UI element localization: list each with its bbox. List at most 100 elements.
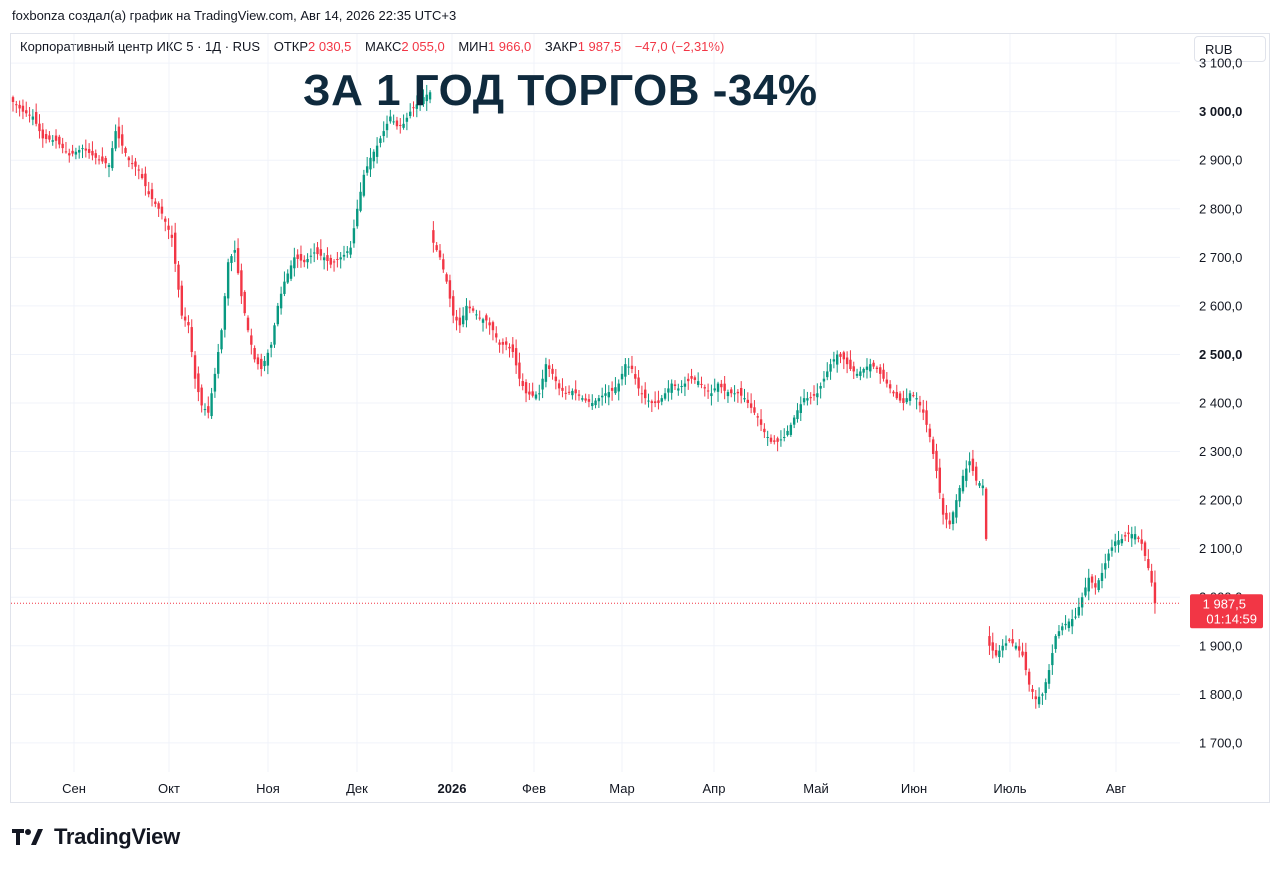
candle-body: [554, 376, 558, 382]
candle-body: [730, 389, 733, 394]
candle-body: [187, 322, 190, 326]
x-tick-label: 2026: [438, 781, 467, 796]
candle-body: [759, 419, 763, 425]
candle-body: [528, 391, 531, 395]
y-tick-label: 2 700,0: [1199, 250, 1242, 265]
candle-body: [379, 138, 382, 143]
candle-body: [852, 366, 855, 372]
candle-body: [303, 259, 306, 263]
candle-body: [948, 520, 951, 525]
candle-body: [1074, 616, 1077, 618]
candle-body: [829, 364, 832, 372]
candle-body: [567, 391, 571, 393]
candle-body: [273, 325, 276, 345]
y-tick-label: 2 100,0: [1199, 541, 1242, 556]
candle-body: [637, 377, 640, 389]
candle-body: [365, 166, 369, 173]
candle-body: [150, 189, 154, 200]
candle-body: [557, 383, 561, 389]
candle-body: [213, 373, 217, 392]
candle-body: [872, 362, 875, 367]
candle-body: [405, 117, 409, 122]
candle-body: [610, 387, 614, 391]
candle-body: [1067, 621, 1071, 629]
instrument-title[interactable]: Корпоративный центр ИКС 5 · 1Д · RUS: [20, 39, 261, 54]
candle-body: [1153, 582, 1157, 604]
candle-body: [706, 390, 710, 392]
candle-body: [653, 401, 657, 403]
candle-body: [816, 393, 819, 398]
candle-body: [468, 306, 471, 309]
candle-body: [61, 143, 64, 149]
candle-body: [514, 348, 518, 366]
high-label: МАКС: [365, 39, 402, 54]
candle-body: [650, 401, 654, 403]
candle-body: [783, 436, 786, 438]
candle-body: [1011, 639, 1014, 644]
y-tick-label: 2 900,0: [1199, 153, 1242, 168]
candle-body: [693, 377, 697, 380]
x-tick-label: Апр: [703, 781, 726, 796]
candle-body: [498, 342, 501, 345]
candle-body: [21, 105, 25, 112]
candle-body: [1041, 694, 1044, 696]
last-price-badge-box: [1190, 594, 1263, 629]
candle-body: [879, 367, 882, 374]
price-axis[interactable]: 3 100,0 3 000,0 2 900,0 2 800,0 2 700,0 2 600…: [1199, 56, 1242, 751]
currency-button[interactable]: RUB: [1194, 36, 1266, 62]
candle-body: [1137, 537, 1140, 539]
candle-body: [164, 218, 167, 222]
candle-body: [286, 273, 289, 283]
candle-body: [97, 159, 101, 161]
candle-body: [372, 151, 375, 162]
candle-body: [491, 322, 495, 331]
candle-body: [1021, 651, 1024, 656]
candle-body: [157, 203, 160, 209]
candle-body: [313, 252, 316, 254]
candle-body: [710, 393, 713, 397]
candle-body: [809, 397, 812, 399]
candle-body: [1114, 541, 1117, 546]
close-label: ЗАКР: [544, 39, 578, 54]
candle-body: [564, 392, 567, 394]
candle-body: [31, 116, 35, 120]
candle-body: [845, 357, 849, 365]
candle-body: [147, 191, 150, 195]
candle-body: [1047, 670, 1051, 684]
candle-body: [326, 255, 329, 261]
candle-body: [551, 368, 554, 374]
candle-body: [107, 165, 111, 167]
x-tick-label: Мар: [609, 781, 634, 796]
candle-body: [392, 121, 395, 123]
candle-body: [951, 512, 955, 524]
candle-body: [402, 123, 405, 128]
candle-body: [627, 366, 630, 368]
candle-body: [647, 400, 650, 402]
candle-body: [981, 485, 985, 489]
candle-body: [746, 399, 750, 403]
candle-body: [134, 161, 137, 167]
candle-body: [749, 403, 753, 408]
brand[interactable]: TradingView: [12, 824, 180, 850]
candle-body: [289, 265, 293, 279]
candle-body: [534, 394, 538, 399]
candle-body: [71, 150, 74, 154]
candle-body: [299, 254, 303, 261]
candle-body: [399, 124, 402, 126]
candle-body: [865, 366, 869, 370]
candle-body: [965, 468, 968, 481]
candle-body: [905, 398, 908, 403]
candle-body: [279, 293, 283, 309]
candle-body: [736, 391, 740, 394]
candle-body: [630, 365, 634, 370]
candle-body: [720, 383, 723, 388]
candle-body: [154, 201, 157, 204]
candle-body: [753, 407, 756, 413]
open-label: ОТКР: [273, 39, 309, 54]
candle-body: [743, 398, 746, 400]
candle-body: [700, 383, 703, 385]
time-axis[interactable]: Сен Окт Ноя Дек 2026 Фев Мар Апр Май Июн Июль Авг: [62, 781, 1126, 796]
candle-body: [1117, 540, 1120, 545]
candle-body: [74, 151, 78, 155]
